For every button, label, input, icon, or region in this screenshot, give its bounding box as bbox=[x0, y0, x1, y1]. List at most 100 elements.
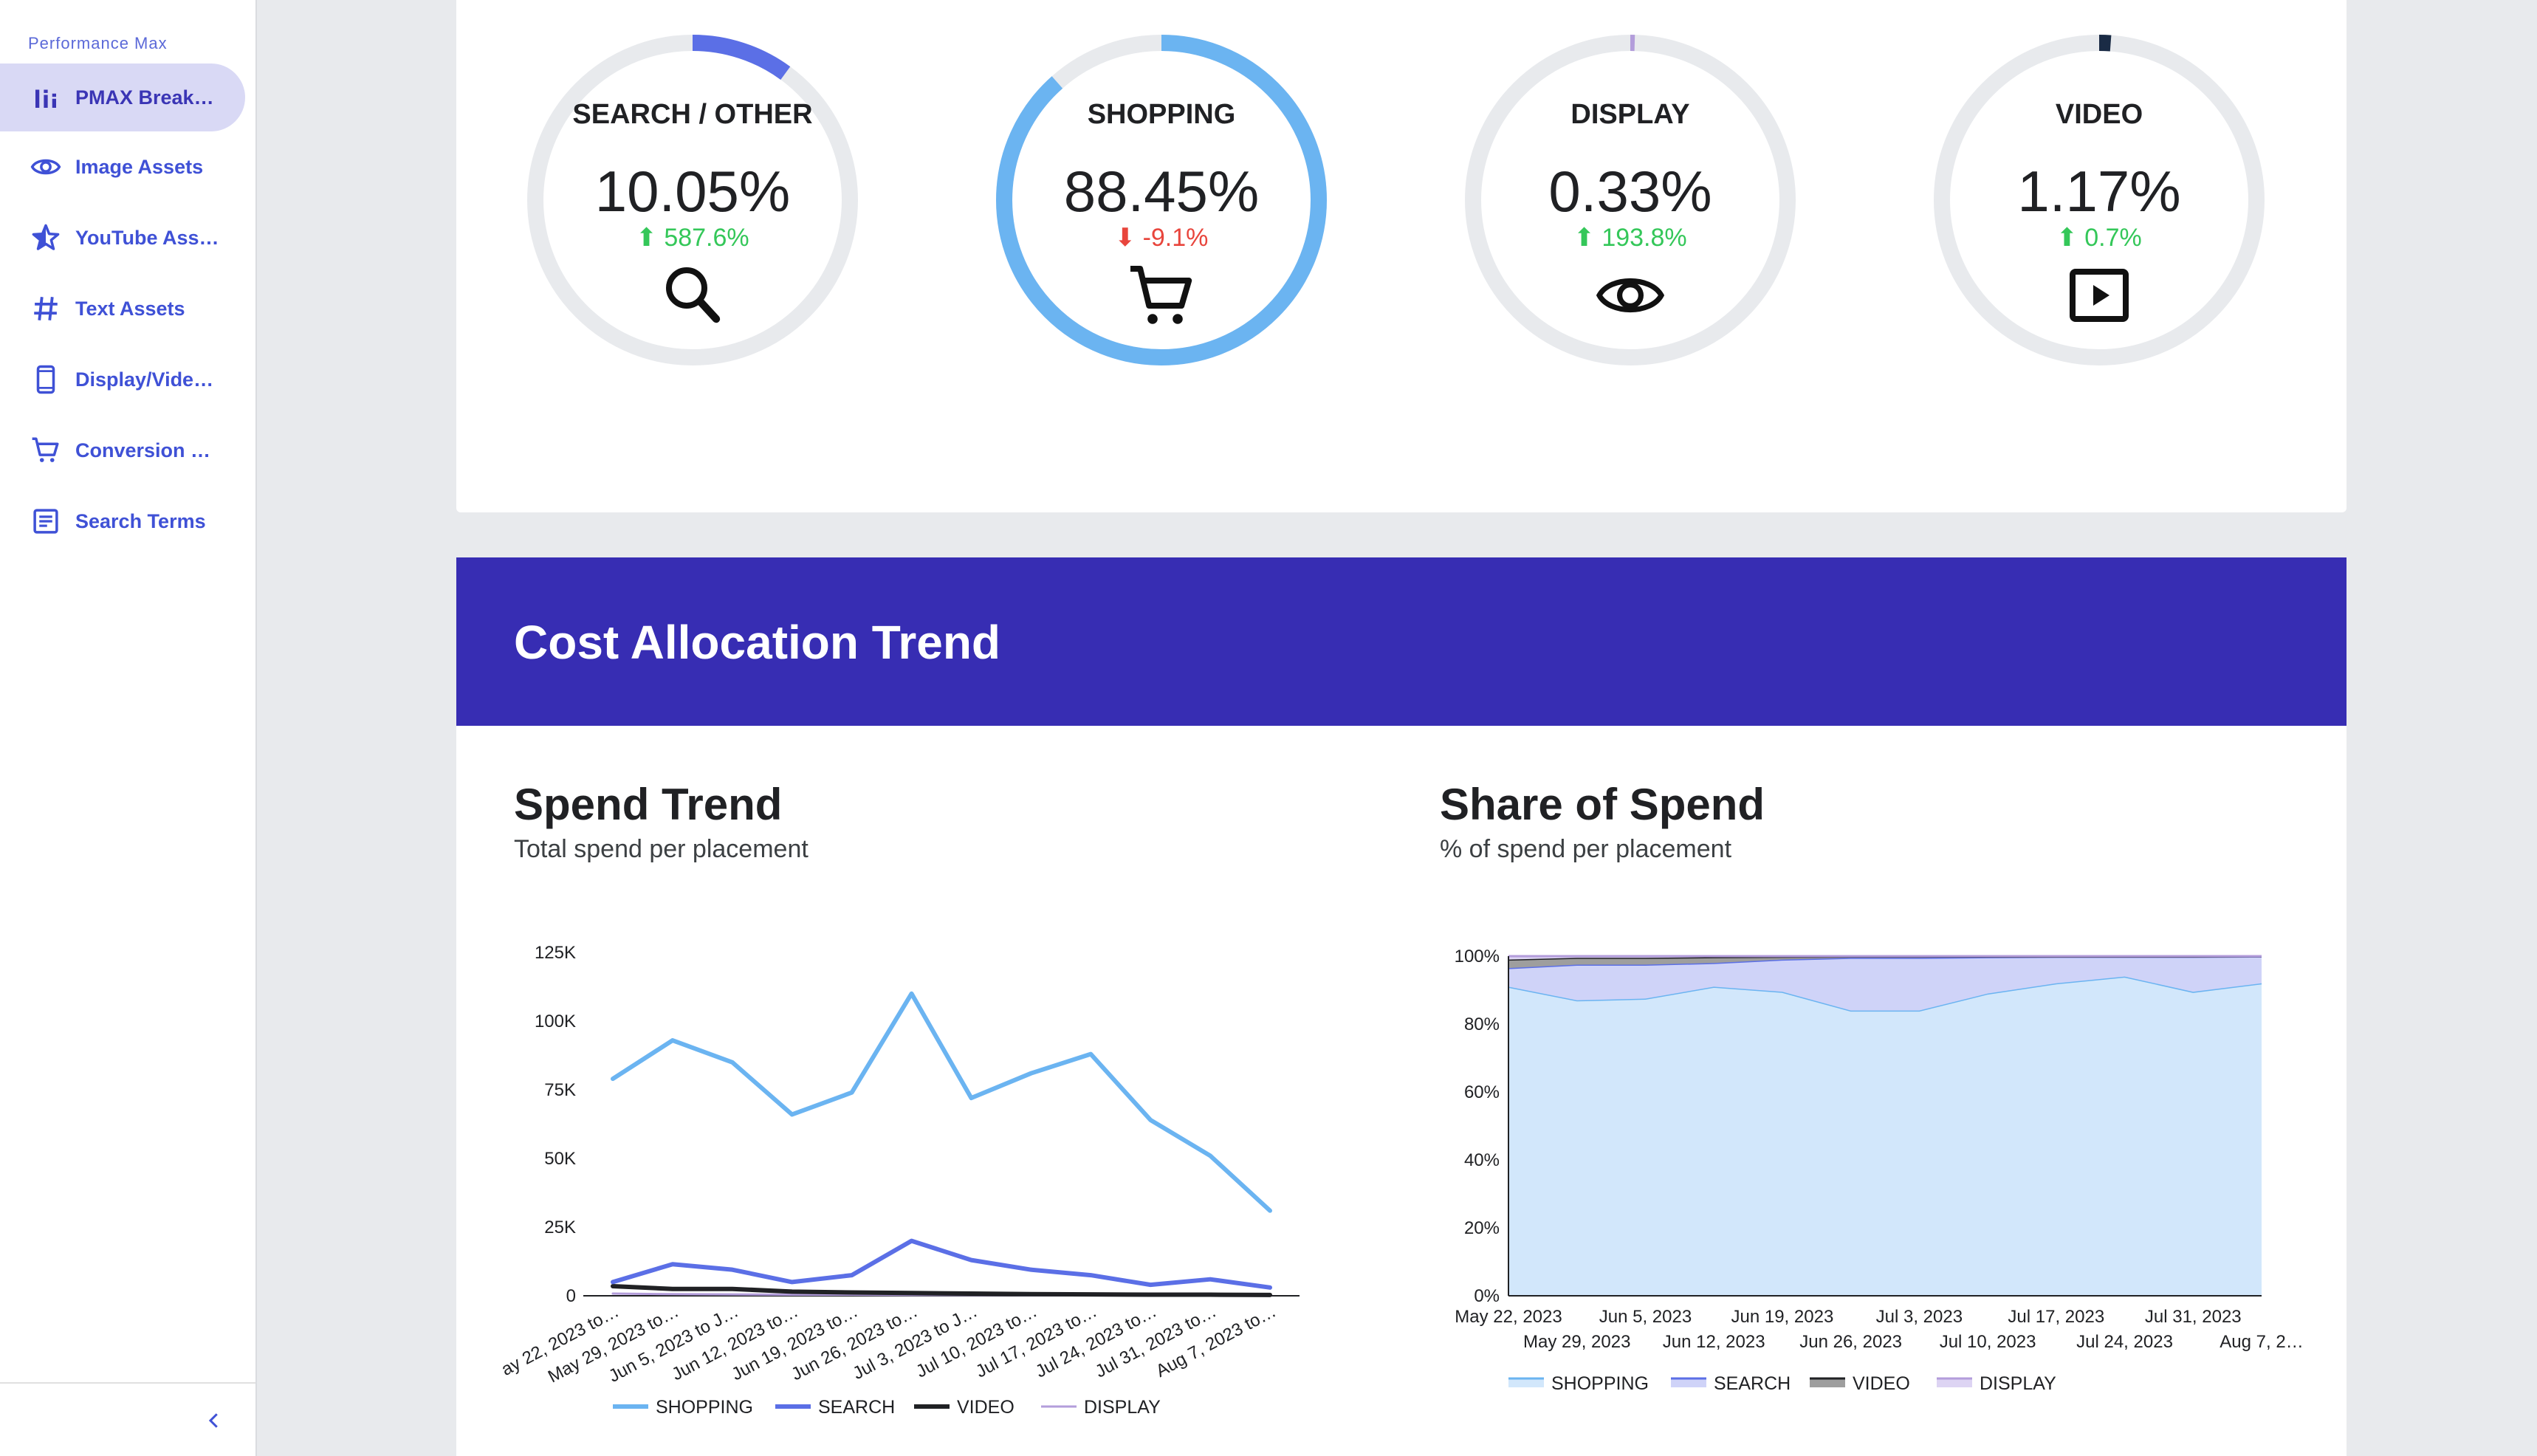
donut-label: SEARCH / OTHER bbox=[572, 99, 813, 130]
donut-ring bbox=[527, 35, 858, 365]
sidebar: Performance Max PMAX Break… Image Assets… bbox=[0, 0, 257, 1456]
sidebar-item-label: YouTube Ass… bbox=[75, 226, 219, 249]
x-tick-label: Jul 31, 2023 bbox=[2145, 1307, 2242, 1327]
play-icon bbox=[2070, 269, 2129, 322]
y-tick-label: 75K bbox=[544, 1080, 576, 1100]
share-of-spend-chart[interactable]: 0% 20% 40% 60% 80% 100% May 22, 2023 May 29, 20… bbox=[1416, 919, 2332, 1443]
donut-value: 0.33% bbox=[1548, 159, 1712, 224]
x-tick-label: Jul 24, 2023 bbox=[2076, 1332, 2173, 1352]
area-video[interactable] bbox=[1508, 956, 2262, 969]
arrow-up-icon: ⬆ bbox=[2056, 224, 2078, 252]
y-tick-label: 60% bbox=[1464, 1082, 1500, 1102]
sidebar-title: Performance Max bbox=[28, 34, 168, 52]
legend-label: SEARCH bbox=[1714, 1373, 1791, 1394]
donut-arc bbox=[527, 35, 858, 365]
legend-swatch bbox=[1937, 1378, 1972, 1387]
chevron-left-icon bbox=[208, 1413, 218, 1428]
y-tick-label: 50K bbox=[544, 1149, 576, 1169]
y-tick-label: 25K bbox=[544, 1218, 576, 1237]
series-line-video[interactable] bbox=[611, 1283, 1272, 1297]
sidebar-item-label: Search Terms bbox=[75, 509, 206, 532]
sidebar-item-label: Text Assets bbox=[75, 297, 185, 320]
hash-icon bbox=[30, 292, 62, 325]
sidebar-item-image-assets[interactable]: Image Assets bbox=[0, 133, 245, 201]
x-tick-label: Aug 7, 2… bbox=[2220, 1332, 2303, 1352]
donut-change: ⬇ -9.1% bbox=[1114, 224, 1209, 252]
donut-shopping: SHOPPING 88.45% ⬇ -9.1% bbox=[988, 27, 1335, 374]
bar-chart-icon bbox=[30, 81, 62, 114]
legend-label: VIDEO bbox=[957, 1397, 1015, 1418]
area-shopping[interactable] bbox=[1508, 976, 2262, 1296]
sidebar-item-label: PMAX Break… bbox=[75, 86, 214, 109]
list-icon bbox=[30, 505, 62, 538]
arrow-up-icon: ⬆ bbox=[636, 224, 657, 252]
arrow-up-icon: ⬆ bbox=[1573, 224, 1595, 252]
donut-arc bbox=[996, 35, 1327, 365]
sidebar-item-pmax-breakdown[interactable]: PMAX Break… bbox=[0, 63, 245, 131]
cart-icon bbox=[1130, 266, 1192, 324]
legend-swatch bbox=[1810, 1378, 1845, 1387]
eye-icon bbox=[30, 151, 62, 183]
donut-ring bbox=[1465, 35, 1796, 365]
legend-label: SHOPPING bbox=[1551, 1373, 1649, 1394]
sidebar-footer bbox=[0, 1382, 255, 1456]
sidebar-item-text-assets[interactable]: Text Assets bbox=[0, 275, 245, 343]
legend-swatch bbox=[1508, 1378, 1544, 1387]
x-tick-label: Jul 3, 2023 bbox=[1876, 1307, 1963, 1327]
y-tick-label: 20% bbox=[1464, 1218, 1500, 1238]
donut-value: 88.45% bbox=[1063, 159, 1260, 224]
eye-icon bbox=[1596, 278, 1665, 312]
legend-label: VIDEO bbox=[1853, 1373, 1910, 1394]
cart-icon bbox=[30, 434, 62, 467]
donut-ring bbox=[1934, 35, 2265, 365]
x-tick-label: Jun 12, 2023 bbox=[1663, 1332, 1765, 1352]
sidebar-item-label: Display/Vide… bbox=[75, 368, 214, 391]
sidebar-item-label: Conversion … bbox=[75, 439, 211, 461]
sidebar-item-search-terms[interactable]: Search Terms bbox=[0, 487, 245, 555]
donut-change: ⬆ 0.7% bbox=[2056, 224, 2142, 252]
y-tick-label: 0 bbox=[566, 1286, 576, 1306]
x-tick-label: Jun 5, 2023 bbox=[1599, 1307, 1692, 1327]
share-of-spend-subtitle: % of spend per placement bbox=[1440, 835, 1732, 863]
sidebar-item-display-video[interactable]: Display/Vide… bbox=[0, 346, 245, 413]
series-line-shopping[interactable] bbox=[611, 991, 1272, 1213]
donut-ring bbox=[996, 35, 1327, 365]
legend-label: DISPLAY bbox=[1980, 1373, 2056, 1394]
donut-arc bbox=[1465, 35, 1796, 365]
collapse-sidebar-button[interactable] bbox=[199, 1406, 229, 1435]
x-tick-label: Jun 26, 2023 bbox=[1799, 1332, 1902, 1352]
star-icon bbox=[30, 222, 62, 254]
legend-label: SEARCH bbox=[818, 1397, 895, 1418]
sidebar-item-conversion[interactable]: Conversion … bbox=[0, 416, 245, 484]
x-tick-label: May 22, 2023 bbox=[1455, 1307, 1562, 1327]
donut-value: 1.17% bbox=[2017, 159, 2181, 224]
y-tick-label: 100% bbox=[1455, 947, 1500, 966]
donut-search-other: SEARCH / OTHER 10.05% ⬆ 587.6% bbox=[519, 27, 866, 374]
legend-label: SHOPPING bbox=[656, 1397, 753, 1418]
x-tick-label: Jul 10, 2023 bbox=[1940, 1332, 2036, 1352]
donut-label: SHOPPING bbox=[1087, 99, 1236, 130]
donut-change: ⬆ 587.6% bbox=[636, 224, 749, 252]
spend-trend-subtitle: Total spend per placement bbox=[514, 835, 809, 863]
sidebar-item-label: Image Assets bbox=[75, 155, 204, 178]
search-icon bbox=[666, 267, 721, 323]
y-tick-label: 125K bbox=[535, 943, 576, 963]
donut-video: VIDEO 1.17% ⬆ 0.7% bbox=[1926, 27, 2273, 374]
donut-label: DISPLAY bbox=[1570, 99, 1690, 130]
area-search[interactable] bbox=[1508, 956, 2262, 1011]
donut-change: ⬆ 193.8% bbox=[1573, 224, 1687, 252]
y-tick-label: 80% bbox=[1464, 1014, 1500, 1034]
series-line-search[interactable] bbox=[611, 1238, 1272, 1290]
y-tick-label: 0% bbox=[1474, 1286, 1500, 1306]
phone-icon bbox=[30, 363, 62, 396]
section-title: Cost Allocation Trend bbox=[514, 616, 1000, 669]
donut-arc bbox=[1934, 35, 2265, 365]
y-tick-label: 100K bbox=[535, 1012, 576, 1031]
arrow-down-icon: ⬇ bbox=[1114, 224, 1136, 252]
kpi-panel: SEARCH / OTHER 10.05% ⬆ 587.6% SHOPPING … bbox=[456, 0, 2347, 512]
donut-label: VIDEO bbox=[2055, 99, 2143, 130]
x-tick-label: Jul 17, 2023 bbox=[2008, 1307, 2104, 1327]
sidebar-item-youtube-assets[interactable]: YouTube Ass… bbox=[0, 204, 245, 272]
legend-label: DISPLAY bbox=[1084, 1397, 1161, 1418]
